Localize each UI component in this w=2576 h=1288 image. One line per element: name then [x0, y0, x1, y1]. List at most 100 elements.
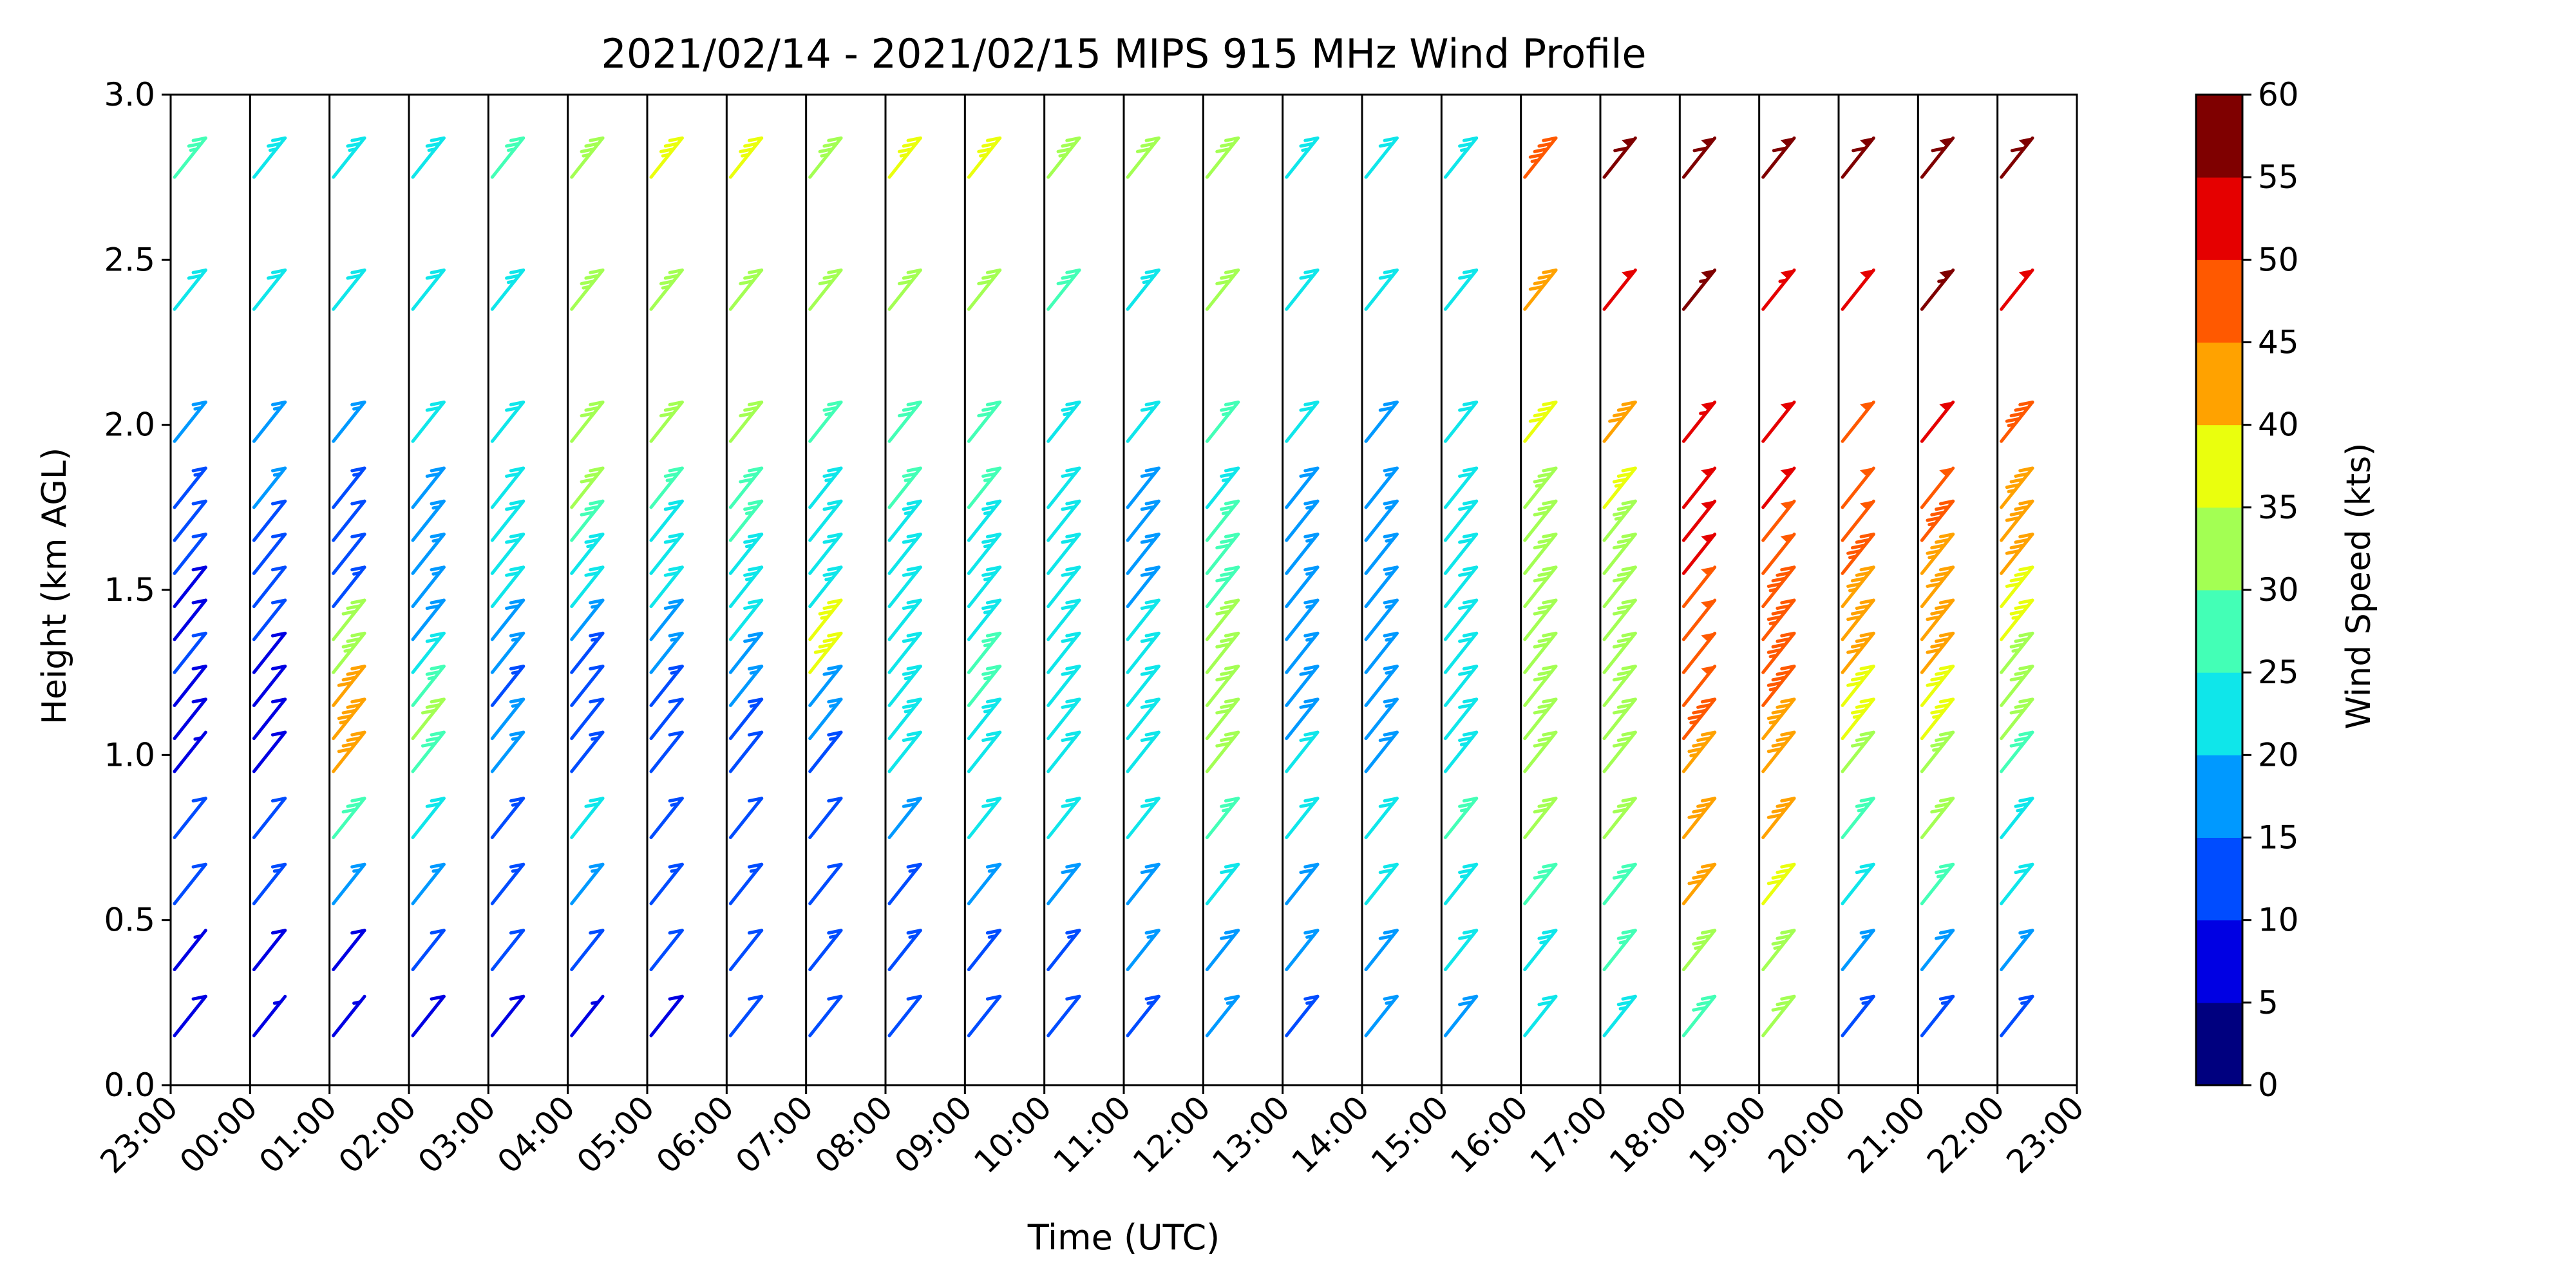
wind-barb — [808, 499, 843, 542]
wind-barb — [1126, 929, 1160, 972]
wind-barb — [649, 565, 684, 609]
wind-barb — [887, 994, 922, 1037]
wind-barb — [1841, 466, 1875, 509]
wind-barb — [1602, 797, 1637, 839]
wind-barb — [2000, 565, 2034, 609]
x-tick-label: 03:00 — [411, 1088, 503, 1180]
x-tick-label: 15:00 — [1364, 1088, 1456, 1180]
wind-barb — [490, 268, 526, 311]
wind-barb — [1602, 862, 1637, 905]
wind-barb — [887, 400, 922, 443]
colorbar-bin — [2196, 507, 2242, 591]
wind-barb — [570, 268, 605, 311]
wind-barb — [728, 862, 764, 905]
wind-barb — [173, 665, 207, 707]
wind-barb — [1681, 499, 1717, 542]
wind-barb — [490, 565, 526, 609]
wind-barb — [1920, 797, 1955, 839]
wind-barb — [490, 400, 526, 443]
wind-barb — [332, 499, 366, 542]
wind-barb — [252, 697, 287, 741]
wind-barb — [1285, 268, 1320, 311]
wind-barb — [1285, 136, 1320, 179]
x-tick-label: 19:00 — [1681, 1088, 1774, 1180]
wind-barb — [728, 268, 764, 311]
wind-barb — [1046, 268, 1081, 311]
wind-barb — [252, 466, 287, 509]
wind-barb — [332, 797, 366, 839]
wind-barb — [1443, 466, 1479, 509]
wind-barb — [490, 929, 526, 972]
wind-barb — [2000, 929, 2034, 972]
wind-barb — [1126, 665, 1160, 707]
wind-barb — [1205, 994, 1240, 1037]
wind-barb — [1205, 533, 1240, 575]
wind-barb — [1841, 631, 1875, 674]
wind-barb — [1681, 136, 1717, 179]
x-tick-label: 16:00 — [1443, 1088, 1535, 1180]
wind-barb — [570, 730, 605, 773]
colorbar-tick-label: 60 — [2258, 76, 2299, 113]
wind-barb — [649, 697, 684, 741]
wind-barb — [1364, 797, 1399, 839]
wind-barb — [728, 466, 764, 509]
wind-barb — [1046, 797, 1081, 839]
wind-barb — [1761, 797, 1796, 839]
wind-barb — [967, 565, 1002, 609]
wind-barb — [1920, 697, 1955, 741]
wind-barb — [1443, 665, 1479, 707]
wind-barb — [173, 466, 207, 509]
wind-barb — [1761, 499, 1796, 542]
wind-barb — [1046, 862, 1081, 905]
wind-barb — [490, 466, 526, 509]
wind-barb — [173, 565, 207, 609]
wind-barb — [967, 268, 1002, 311]
wind-barb — [332, 598, 366, 641]
wind-barb — [332, 136, 366, 179]
wind-barb — [1841, 994, 1875, 1037]
wind-barb — [1841, 533, 1875, 575]
y-tick-label: 1.5 — [104, 571, 155, 609]
wind-barb — [1285, 565, 1320, 609]
wind-barb — [1841, 730, 1875, 773]
wind-barb — [1841, 565, 1875, 609]
wind-barb — [1761, 268, 1796, 311]
wind-barb — [1681, 466, 1717, 509]
wind-barb — [967, 994, 1002, 1037]
wind-barb — [1681, 862, 1717, 905]
wind-barb — [252, 136, 287, 179]
wind-barb — [570, 499, 605, 542]
wind-barb — [1841, 665, 1875, 707]
wind-barb — [728, 136, 764, 179]
wind-barb — [1602, 466, 1637, 509]
wind-barb — [967, 499, 1002, 542]
wind-barb — [1602, 697, 1637, 741]
wind-barb — [1602, 631, 1637, 674]
wind-barb — [808, 400, 843, 443]
wind-barb — [1920, 994, 1955, 1037]
wind-barb — [1761, 730, 1796, 773]
colorbar-tick-label: 25 — [2258, 654, 2299, 691]
wind-barb — [1920, 929, 1955, 972]
wind-barb — [1046, 533, 1081, 575]
wind-barb — [1920, 533, 1955, 575]
wind-barb — [1920, 631, 1955, 674]
wind-barb — [1364, 400, 1399, 443]
wind-barb — [411, 730, 446, 773]
wind-barb — [1443, 268, 1479, 311]
wind-barb — [1285, 499, 1320, 542]
wind-barb — [1841, 499, 1875, 542]
wind-barb — [967, 598, 1002, 641]
wind-barb — [1841, 697, 1875, 741]
wind-barb — [1761, 929, 1796, 972]
colorbar-tick-label: 40 — [2258, 406, 2299, 444]
colorbar-bin — [2196, 672, 2242, 755]
wind-barb — [1443, 730, 1479, 773]
x-tick-label: 13:00 — [1205, 1088, 1297, 1180]
y-tick-label: 1.0 — [104, 736, 155, 773]
colorbar-tick-label: 20 — [2258, 736, 2299, 773]
wind-barb — [490, 598, 526, 641]
wind-barb — [332, 994, 366, 1037]
wind-barb — [1602, 929, 1637, 972]
wind-barb — [411, 665, 446, 707]
